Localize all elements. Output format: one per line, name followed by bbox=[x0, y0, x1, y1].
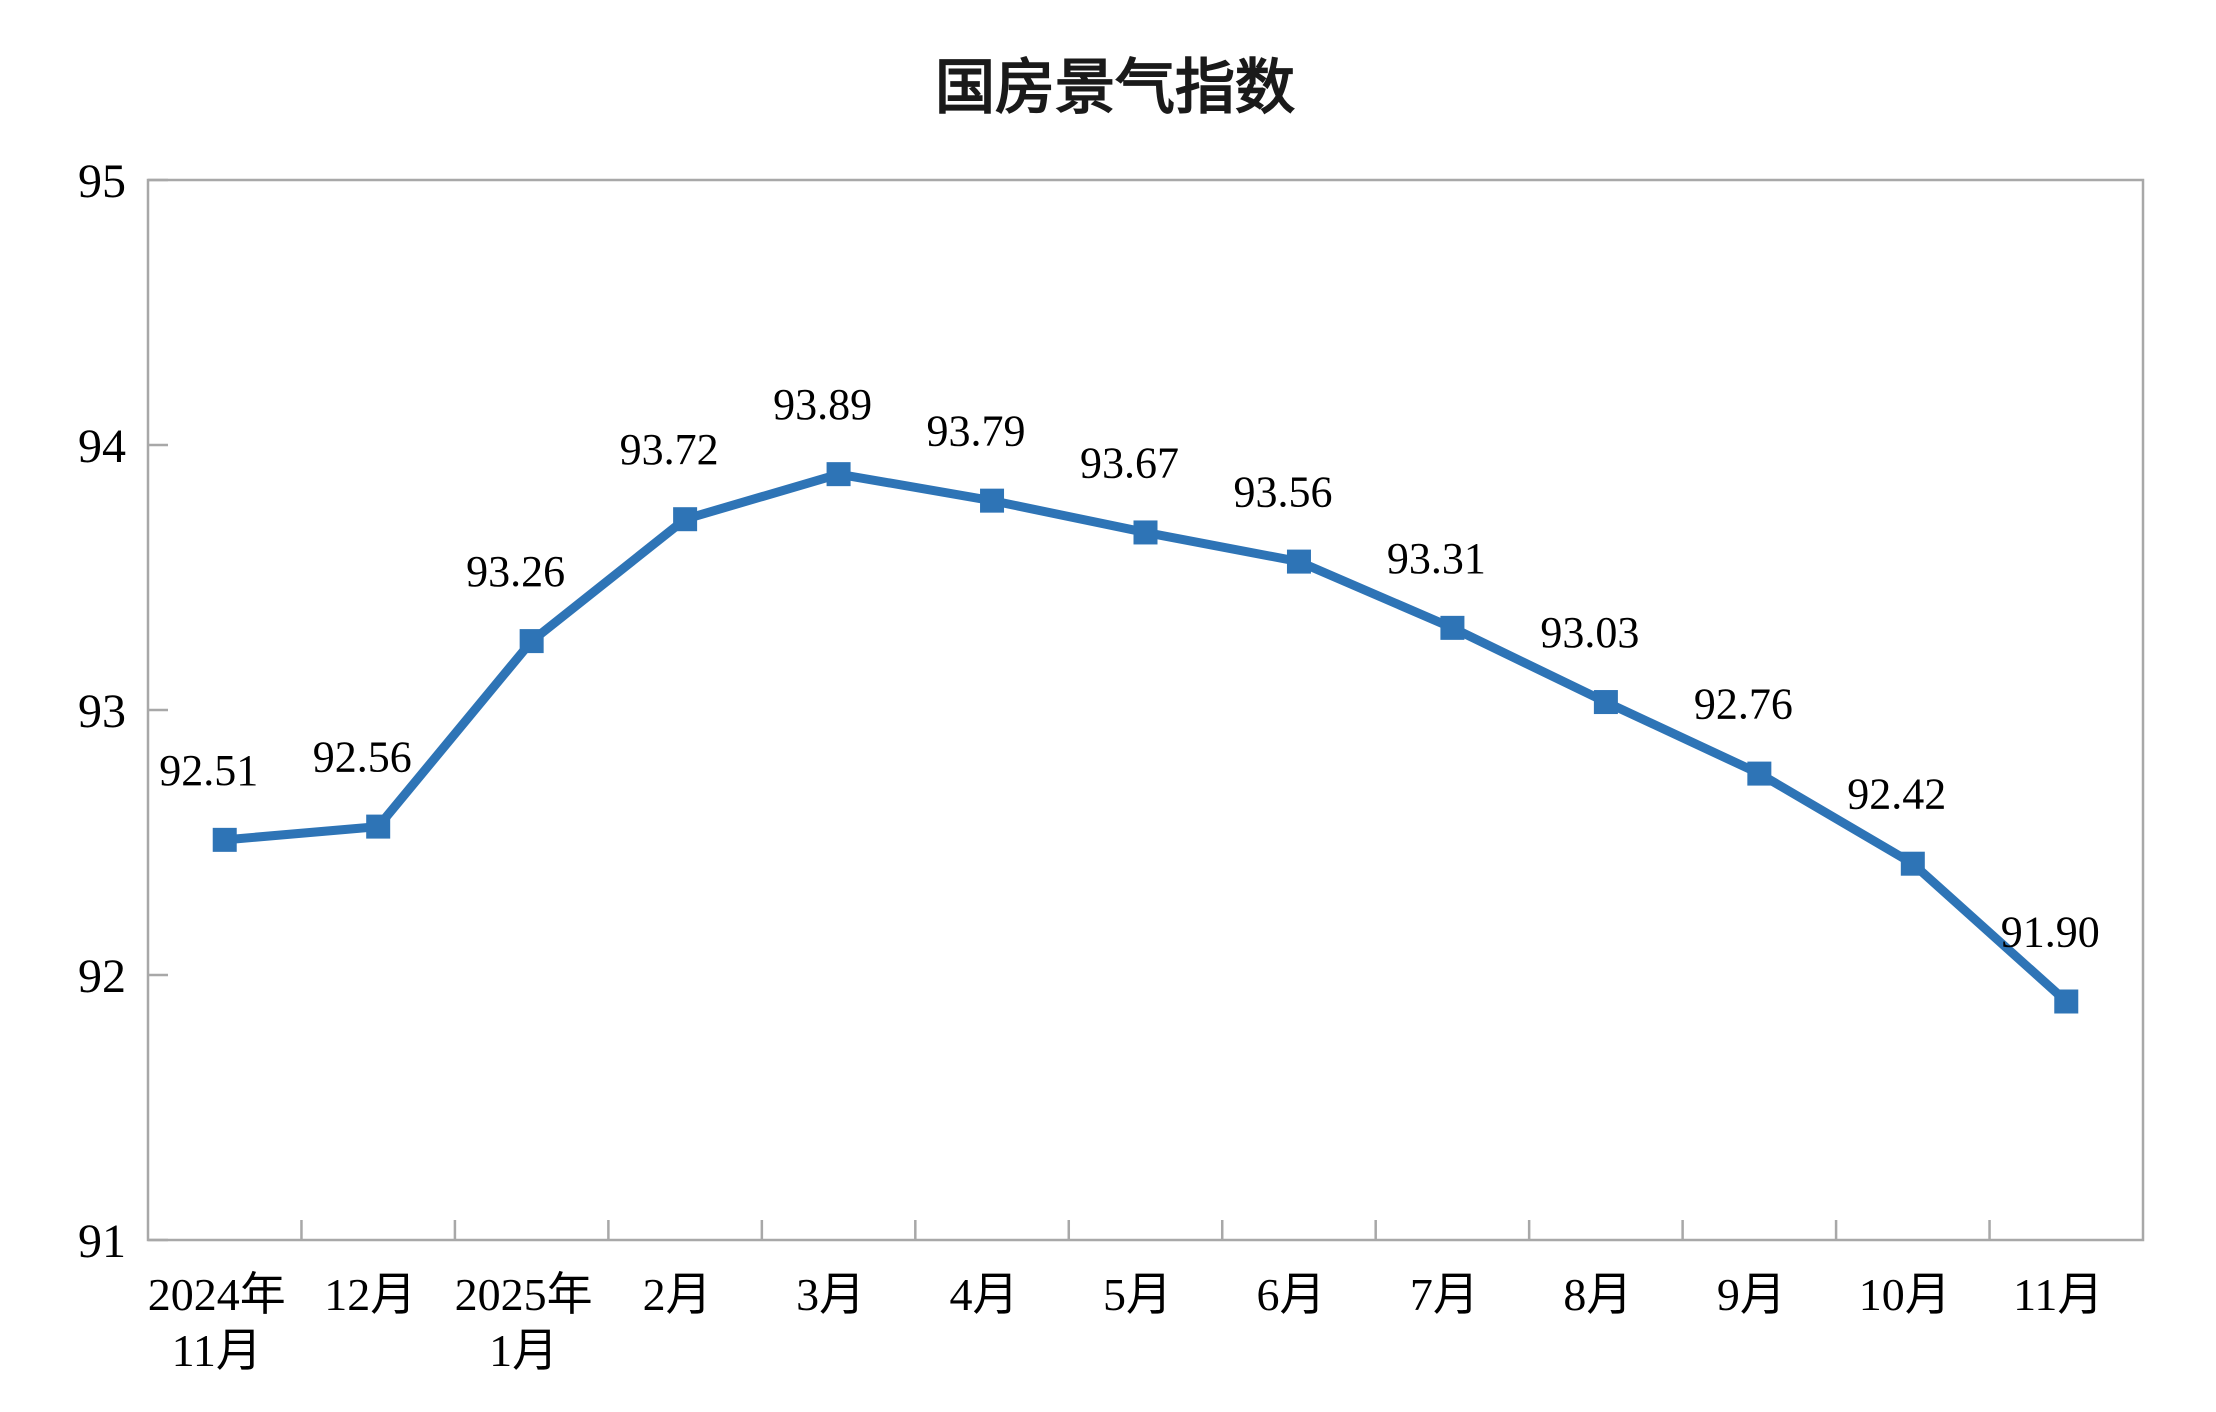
x-axis-label: 3月 bbox=[796, 1269, 865, 1320]
data-point-label: 92.42 bbox=[1847, 770, 1946, 819]
x-axis-label: 11月 bbox=[2013, 1269, 2103, 1320]
data-point-label: 92.56 bbox=[313, 733, 412, 782]
data-point-label: 91.90 bbox=[2001, 908, 2100, 957]
plot-border bbox=[146, 178, 2145, 1242]
x-axis-label: 2025年 1月 bbox=[455, 1269, 593, 1376]
data-point-marker bbox=[212, 827, 237, 852]
x-axis-label: 7月 bbox=[1410, 1269, 1479, 1320]
x-axis-label: 10月 bbox=[1859, 1269, 1951, 1320]
data-point-label: 93.03 bbox=[1540, 608, 1639, 657]
data-point-label: 93.31 bbox=[1387, 534, 1486, 583]
y-axis-label: 94 bbox=[78, 420, 126, 473]
data-point-marker bbox=[519, 629, 544, 654]
series-layer bbox=[212, 462, 2079, 1014]
data-point-marker bbox=[366, 814, 391, 839]
chart-title: 国房景气指数 bbox=[935, 54, 1295, 121]
y-axis-label: 93 bbox=[78, 685, 126, 738]
data-point-label: 93.67 bbox=[1080, 438, 1179, 487]
data-point-marker bbox=[1900, 851, 1925, 876]
data-point-label: 93.72 bbox=[620, 425, 719, 474]
data-point-label: 93.26 bbox=[466, 547, 565, 596]
data-point-marker bbox=[1286, 549, 1311, 574]
data-point-label: 93.79 bbox=[927, 407, 1026, 456]
x-axis-label: 2月 bbox=[643, 1269, 712, 1320]
x-axis-label: 6月 bbox=[1256, 1269, 1325, 1320]
data-point-label: 92.51 bbox=[159, 746, 258, 795]
x-axis-label: 9月 bbox=[1717, 1269, 1786, 1320]
x-axis-label: 2024年 11月 bbox=[148, 1269, 286, 1376]
y-axis-label: 95 bbox=[78, 155, 126, 208]
data-point-label: 93.56 bbox=[1233, 468, 1332, 517]
axes-layer: 95 94 93 92 91 2024年 11月 12月 2025年 1月 2月 3月 4月 5月 6月 7月… bbox=[78, 155, 2145, 1376]
data-point-marker bbox=[673, 507, 698, 532]
y-axis-label: 91 bbox=[78, 1215, 126, 1268]
x-axis-label: 4月 bbox=[950, 1269, 1019, 1320]
data-point-marker bbox=[980, 488, 1005, 513]
y-axis-label: 92 bbox=[78, 950, 126, 1003]
labels-layer: 92.51 92.56 93.26 93.72 93.89 93.79 93.67 93.56… bbox=[159, 380, 2100, 956]
data-point-marker bbox=[1747, 761, 1772, 786]
x-axis-label: 8月 bbox=[1563, 1269, 1632, 1320]
data-point-marker bbox=[2054, 989, 2079, 1014]
data-point-label: 93.89 bbox=[773, 380, 872, 429]
data-point-marker bbox=[1593, 690, 1618, 715]
data-point-label: 92.76 bbox=[1694, 680, 1793, 729]
x-axis-label: 5月 bbox=[1103, 1269, 1172, 1320]
data-point-marker bbox=[1133, 520, 1158, 545]
data-point-marker bbox=[1440, 615, 1465, 640]
data-point-marker bbox=[826, 462, 851, 487]
x-axis-label: 12月 bbox=[324, 1269, 416, 1320]
